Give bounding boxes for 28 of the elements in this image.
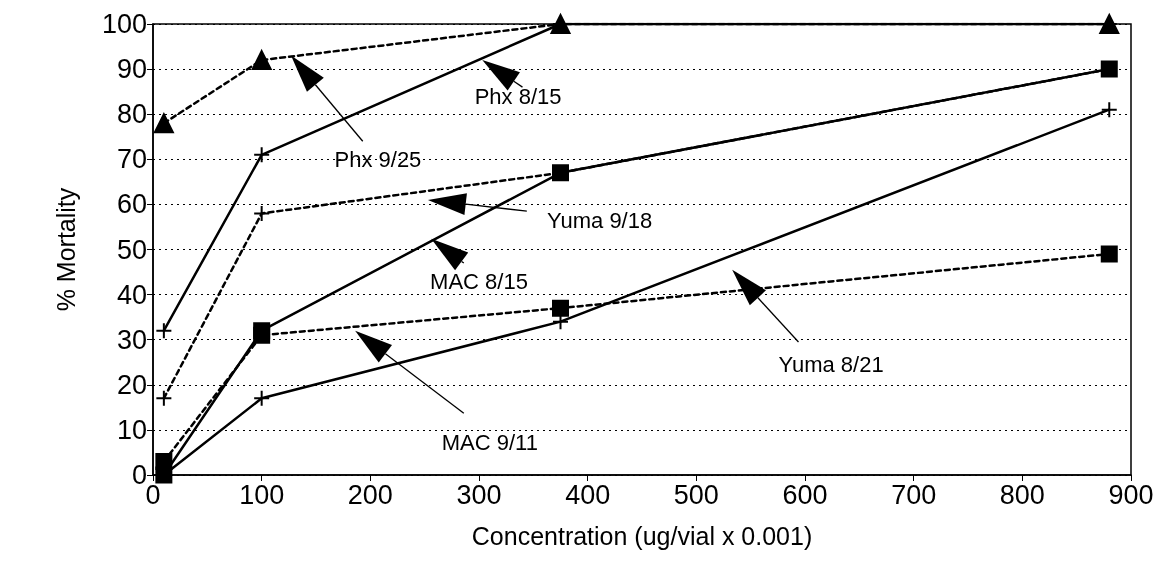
x-tick-label: 400: [565, 479, 611, 510]
y-tick-label: 80: [116, 99, 147, 130]
y-axis-title: % Mortality: [51, 187, 80, 312]
y-tick-label: 0: [131, 460, 147, 490]
x-tick-label: 200: [347, 479, 393, 510]
annotation: Phx 9/25: [334, 146, 422, 172]
x-tick-label: 800: [999, 479, 1045, 510]
y-tick-label: 40: [116, 279, 147, 310]
x-tick-label: 100: [239, 479, 285, 510]
annotation: MAC 8/15: [430, 268, 528, 294]
annotation: MAC 9/11: [441, 429, 538, 455]
y-tick-label: 10: [116, 414, 147, 445]
x-tick-label: 600: [782, 479, 828, 510]
x-tick-label: 900: [1108, 479, 1154, 510]
y-tick-label: 70: [116, 144, 147, 175]
y-tick-label: 50: [116, 234, 147, 265]
y-tick-label: 90: [116, 54, 147, 85]
annotation: Phx 8/15: [474, 83, 562, 109]
y-tick-label: 30: [116, 324, 147, 355]
y-tick-label: 100: [101, 9, 147, 39]
y-tick-label: 60: [116, 189, 147, 220]
y-tick-label: 20: [116, 369, 147, 400]
x-tick-label: 700: [891, 479, 937, 510]
annotation: Yuma 9/18: [547, 207, 653, 233]
x-tick-label: 500: [673, 479, 719, 510]
x-axis-title: Concentration (ug/vial x 0.001): [471, 521, 813, 550]
x-tick-label: 300: [456, 479, 502, 510]
annotation: Yuma 8/21: [778, 351, 884, 377]
